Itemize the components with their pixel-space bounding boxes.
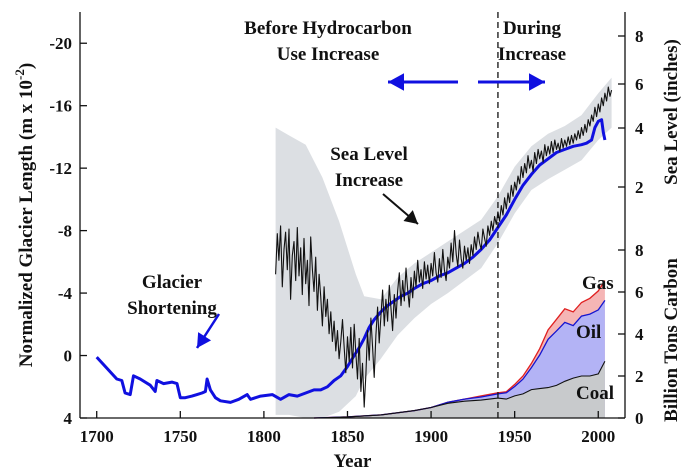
right-lower-tick-label: 2	[635, 367, 644, 386]
left-tick-label: -20	[49, 34, 72, 53]
left-tick-label: -12	[49, 159, 72, 178]
arrow-before-head	[388, 73, 404, 91]
left-tick-label: 4	[64, 409, 73, 428]
left-tick-label: -16	[49, 97, 72, 116]
coal-label: Coal	[576, 383, 614, 404]
right-lower-tick-label: 0	[635, 409, 644, 428]
x-tick-label: 1850	[330, 427, 364, 446]
annotation-before-line2: Use Increase	[277, 44, 380, 65]
left-tick-label: -8	[58, 222, 72, 241]
x-tick-label: 1700	[80, 427, 114, 446]
right-lower-axis-title: Billion Tons Carbon	[661, 258, 682, 422]
annotation-before-line1: Before Hydrocarbon	[244, 18, 412, 39]
x-tick-label: 1950	[498, 427, 532, 446]
annotation-sea-line1: Sea Level	[330, 144, 408, 165]
oil-label: Oil	[576, 322, 601, 343]
left-tick-label: 0	[64, 347, 73, 366]
arrow-glacier	[195, 313, 221, 349]
x-tick-label: 2000	[581, 427, 615, 446]
right-lower-tick-label: 8	[635, 241, 644, 260]
left-axis-title: Normalized Glacier Length (m x 10-2)	[12, 63, 37, 367]
oil-area	[314, 300, 605, 418]
right-upper-tick-label: 2	[635, 178, 644, 197]
sea_level-line	[275, 86, 613, 408]
arrow-glacier-head	[197, 332, 212, 348]
right-upper-tick-label: 4	[635, 119, 644, 138]
x-axis-title: Year	[334, 451, 373, 471]
glacier-line	[95, 118, 607, 404]
arrow-sea-level-head	[403, 210, 418, 224]
x-tick-label: 1800	[247, 427, 281, 446]
x-tick-label: 1750	[163, 427, 197, 446]
annotation-glacier-line1: Glacier	[142, 272, 203, 293]
arrow-during-head	[529, 73, 545, 91]
left-tick-label: -4	[58, 284, 73, 303]
coal-line	[313, 361, 606, 419]
coal-area	[314, 361, 605, 418]
arrow-sea-level	[382, 193, 419, 225]
gas-label: Gas	[582, 273, 614, 294]
annotation-during-line1: During	[503, 18, 562, 39]
arrow-during	[478, 73, 545, 91]
arrow-before	[388, 73, 458, 91]
annotation-during-line2: Increase	[498, 44, 566, 65]
right-upper-tick-label: 6	[635, 75, 644, 94]
annotation-sea-line2: Increase	[335, 170, 403, 191]
right-upper-axis-title: Sea Level (inches)	[661, 39, 682, 185]
right-lower-tick-label: 6	[635, 283, 644, 302]
x-tick-label: 1900	[414, 427, 448, 446]
right-upper-tick-label: 8	[635, 27, 644, 46]
right-lower-tick-label: 4	[635, 325, 644, 344]
annotation-glacier-line2: Shortening	[127, 298, 217, 319]
